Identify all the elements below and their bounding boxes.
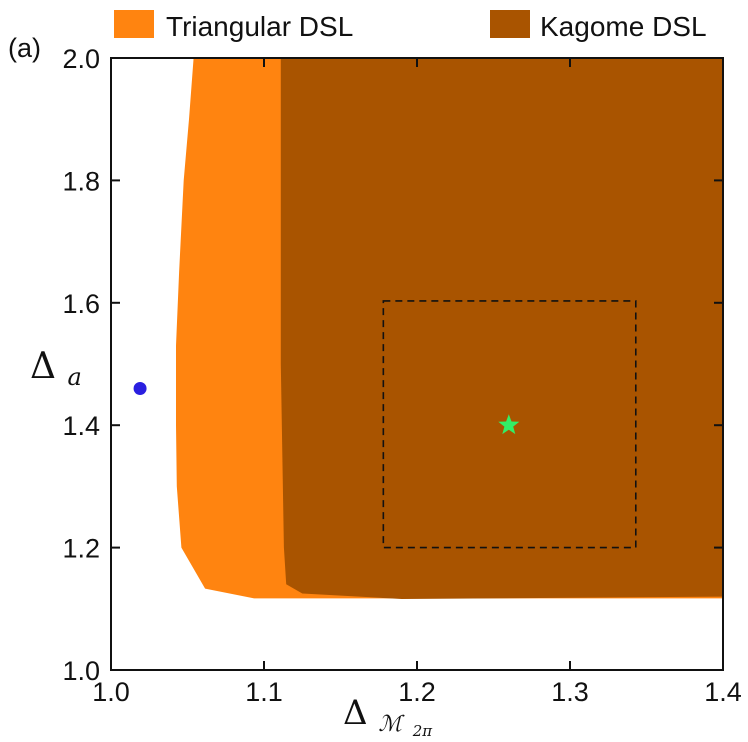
y-axis-label-symbol: Δ	[30, 346, 56, 387]
y-tick-label: 1.6	[62, 289, 100, 319]
y-tick-label: 1.0	[62, 656, 100, 686]
axis-ticks: 1.0 1.1 1.2 1.3 1.4 1.0 1.2 1.4 1.6 1.8 2.0	[62, 44, 741, 707]
blue-dot	[133, 381, 147, 395]
dashed-box	[382, 300, 637, 549]
legend-swatch-triangular	[114, 10, 154, 38]
panel-label: (a)	[8, 33, 41, 63]
x-tick-label: 1.1	[245, 677, 283, 707]
svg-text:Δ a: Δ a	[30, 346, 82, 391]
y-axis-label-subscript: a	[67, 363, 81, 391]
svg-text:Δ ℳ 2π: Δ ℳ 2π	[343, 693, 433, 740]
x-axis-label-subsubscript: 2π	[412, 722, 434, 740]
y-tick-label: 1.8	[62, 166, 100, 196]
x-axis-label-symbol: Δ	[343, 693, 368, 733]
x-tick-label: 1.3	[551, 677, 589, 707]
legend-label-triangular: Triangular DSL	[166, 11, 353, 42]
y-tick-label: 2.0	[62, 44, 100, 74]
kagome-dsl-region	[280, 58, 723, 599]
y-axis-label: Δ a	[30, 346, 82, 391]
y-tick-label: 1.2	[62, 534, 100, 564]
green-star	[498, 414, 520, 435]
y-tick-label: 1.4	[62, 411, 100, 441]
legend: Triangular DSL Kagome DSL	[114, 10, 707, 42]
x-tick-label: 1.0	[92, 677, 130, 707]
legend-swatch-kagome	[490, 10, 530, 38]
x-tick-label: 1.4	[704, 677, 742, 707]
x-axis-label-subscript: ℳ	[378, 712, 405, 737]
plot-area	[110, 57, 724, 671]
x-tick-label: 1.2	[398, 677, 436, 707]
x-axis-label: Δ ℳ 2π	[343, 693, 433, 740]
legend-label-kagome: Kagome DSL	[540, 11, 707, 42]
